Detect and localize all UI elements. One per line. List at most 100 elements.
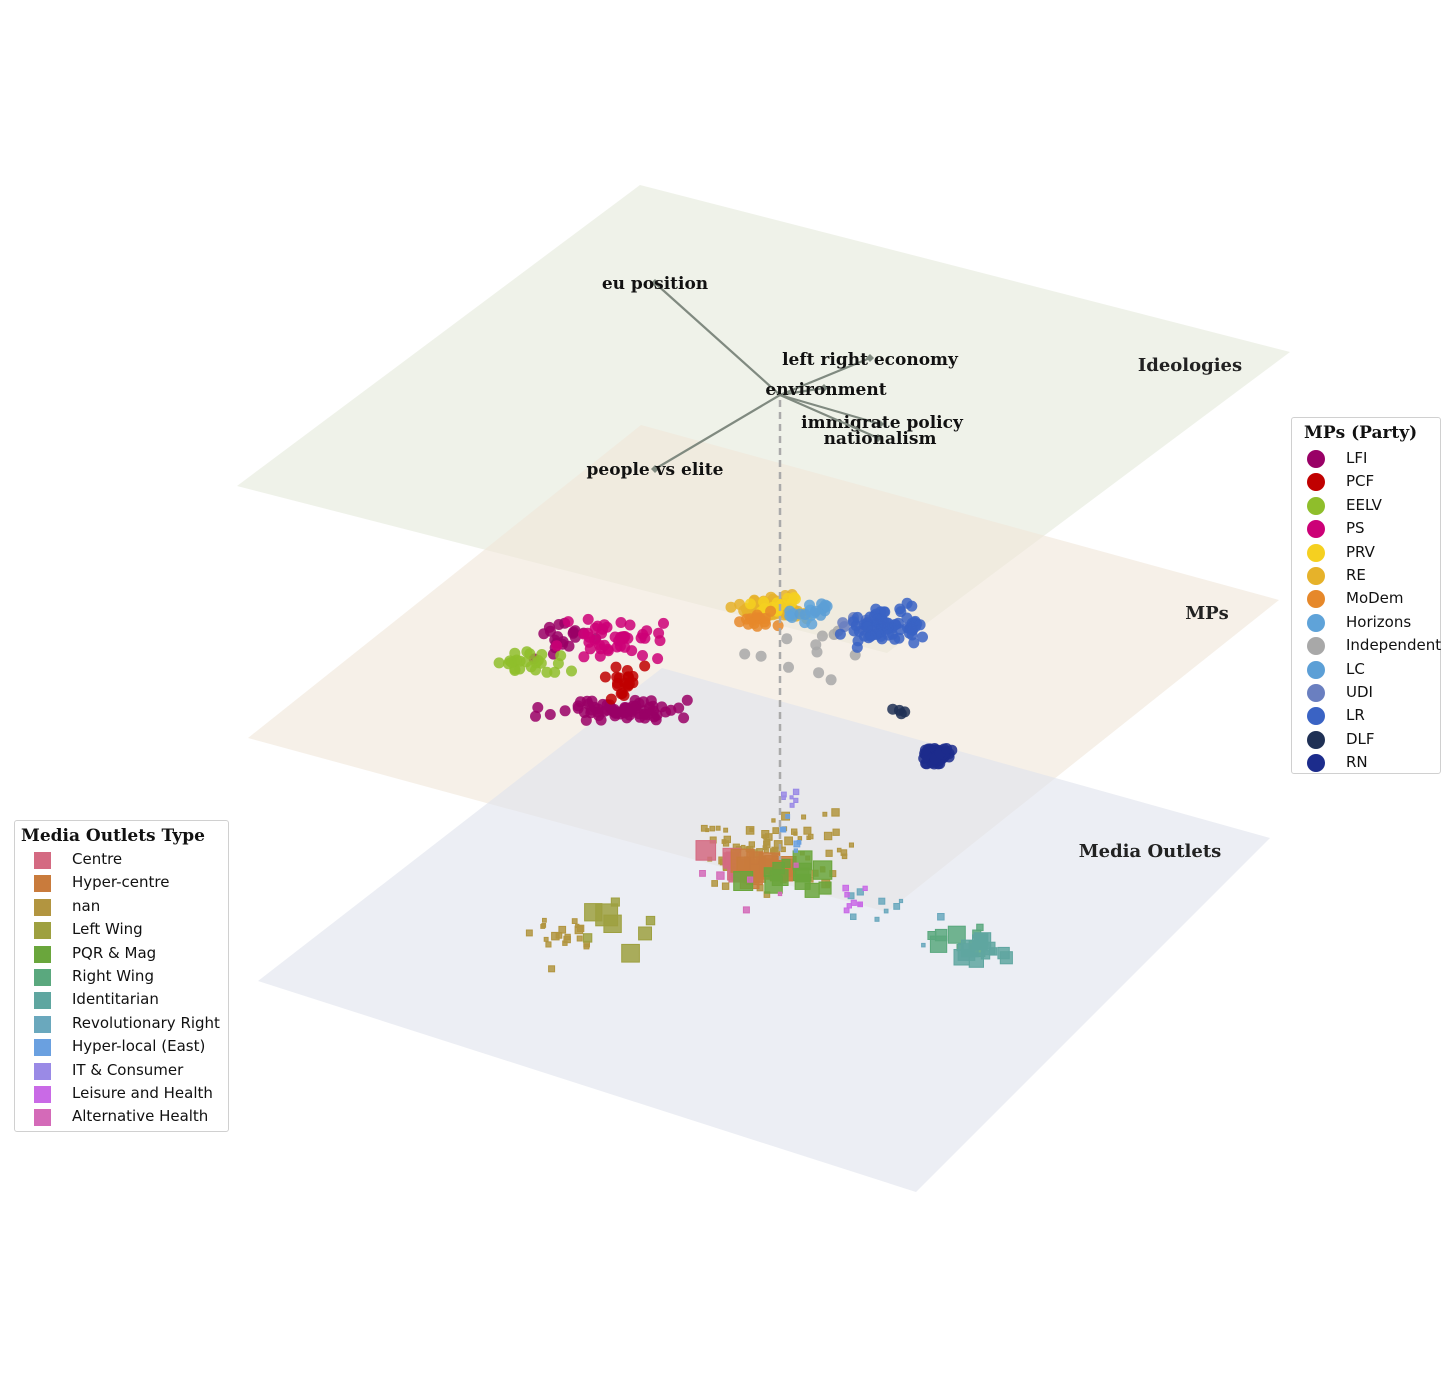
mp-point-ps <box>582 613 594 625</box>
media-point-pqr-mag <box>771 869 789 887</box>
ideology-vector-nationalism <box>779 393 879 440</box>
mp-point-lfi <box>559 705 571 717</box>
mp-point-ps <box>658 617 669 629</box>
mp-point-lr <box>914 619 926 631</box>
mp-point-lr <box>889 619 901 631</box>
legend-mps-marker <box>1307 450 1325 468</box>
media-point-it-consumer <box>789 802 795 808</box>
media-point-leisure-and-health <box>850 899 857 906</box>
legend-mps-label: PRV <box>1346 542 1375 561</box>
media-point-identitarian <box>961 939 979 958</box>
mp-point-eelv <box>521 646 533 658</box>
mp-point-lfi <box>625 704 637 716</box>
media-point-pqr-mag <box>794 867 810 883</box>
mp-point-ps <box>653 627 665 639</box>
media-point-alternative-health <box>716 871 725 880</box>
media-point-hyper-centre <box>736 856 751 872</box>
ideology-vector-tip <box>651 465 659 473</box>
media-point-alternative-health <box>742 906 750 914</box>
mp-point-pcf <box>611 671 623 683</box>
legend-mps-entry-udi: UDI <box>1292 681 1440 704</box>
media-point-nan <box>525 929 533 937</box>
legend-mps-label: DLF <box>1346 729 1375 748</box>
mp-point-lfi <box>572 700 584 712</box>
media-point-nan <box>542 917 547 923</box>
media-point-nan <box>571 918 578 925</box>
mp-point-ps <box>637 650 648 661</box>
legend-mps-label: LC <box>1346 659 1365 678</box>
legend-media-entry-left-wing: Left Wing <box>15 918 228 941</box>
mp-point-independent <box>739 648 751 660</box>
legend-mps-entry-independent: Independent <box>1292 634 1441 657</box>
mp-point-lr <box>852 635 864 647</box>
mp-point-lfi <box>673 702 685 714</box>
legend-mps-label: RE <box>1346 565 1366 584</box>
media-point-leisure-and-health <box>843 907 850 914</box>
legend-media-label: Identitarian <box>72 990 159 1009</box>
media-point-alternative-health <box>747 876 754 883</box>
media-point-leisure-and-health <box>842 884 850 892</box>
legend-media-marker <box>34 852 51 869</box>
media-point-nan <box>545 941 552 948</box>
legend-media-entry-alternative-health: Alternative Health <box>15 1105 228 1128</box>
legend-media-entry-right-wing: Right Wing <box>15 965 228 988</box>
legend-mps-entry-dlf: DLF <box>1292 728 1440 751</box>
legend-mps-entry-lfi: LFI <box>1292 447 1440 470</box>
legend-media-entry-it-consumer: IT & Consumer <box>15 1059 228 1082</box>
media-point-leisure-and-health <box>857 901 862 907</box>
ideology-label-left-right-economy: left right economy <box>782 350 959 370</box>
media-point-left-wing <box>621 943 640 963</box>
legend-media-label: Centre <box>72 850 123 868</box>
ideology-label-nationalism: nationalism <box>824 429 937 449</box>
ideology-vector-people-vs-elite <box>654 394 781 470</box>
media-point-nan <box>749 827 754 833</box>
media-point-nan <box>822 811 828 817</box>
mp-point-pcf <box>605 693 617 705</box>
media-point-nan <box>555 932 563 939</box>
media-point-nan <box>797 836 803 841</box>
media-points <box>525 788 1013 973</box>
media-point-nan <box>715 825 721 831</box>
mp-point-eelv <box>566 665 577 677</box>
legend-media-marker <box>34 875 51 893</box>
mp-point-dlf <box>887 703 899 715</box>
media-point-nan <box>831 808 840 817</box>
mp-point-independent <box>781 633 793 645</box>
media-point-identitarian <box>997 946 1010 960</box>
mp-point-lc <box>810 605 821 617</box>
mp-point-ps <box>551 640 563 652</box>
mp-point-modem <box>751 620 763 632</box>
media-point-nan <box>848 842 855 848</box>
legend-mps-entry-rn: RN <box>1292 751 1440 774</box>
legend-media-entry-identitarian: Identitarian <box>15 988 228 1011</box>
mp-point-lfi <box>530 710 541 722</box>
media-point-nan <box>836 847 842 853</box>
media-point-it-consumer <box>781 795 786 801</box>
mp-point-independent <box>810 639 822 651</box>
ideology-vector-tip <box>820 384 828 392</box>
mp-point-lfi <box>681 694 693 706</box>
media-point-alternative-health <box>777 891 783 897</box>
mp-point-ps <box>598 619 610 631</box>
legend-mps-label: LFI <box>1346 449 1368 467</box>
media-point-nan <box>793 831 798 836</box>
legend-mps-marker <box>1307 496 1325 515</box>
legend-media-label: Leisure and Health <box>72 1083 213 1102</box>
legend-media-entry-hyper-local-east: Hyper-local (East) <box>15 1035 228 1058</box>
ideology-label-people-vs-elite: people vs elite <box>587 460 724 480</box>
media-point-left-wing <box>582 933 593 943</box>
mp-point-pcf <box>621 665 633 676</box>
media-point-nan <box>541 923 547 928</box>
media-point-leisure-and-health <box>862 885 868 892</box>
media-point-nan <box>764 848 769 853</box>
media-point-it-consumer <box>789 795 794 800</box>
media-point-left-wing <box>645 915 656 926</box>
media-point-nan <box>773 847 778 853</box>
mp-point-lc <box>821 600 833 612</box>
ideology-vector-environment <box>779 386 825 397</box>
media-point-nan <box>823 831 833 841</box>
legend-mps-marker <box>1307 520 1325 539</box>
mp-point-modem <box>751 609 763 621</box>
media-point-nan <box>772 827 780 835</box>
